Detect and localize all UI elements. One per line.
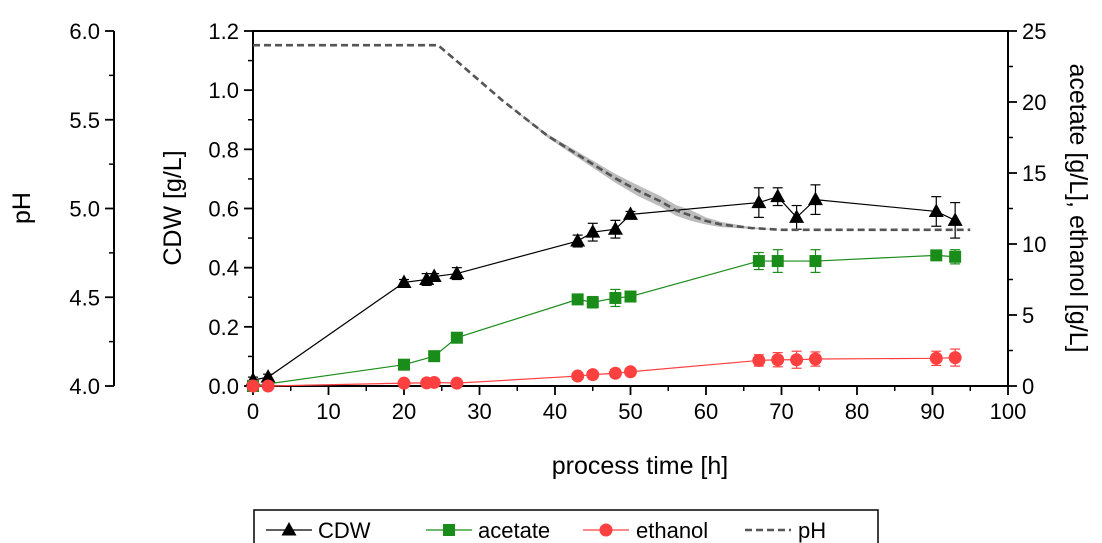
ethanol-data-point [929,351,943,365]
y3-axis-title: pH [8,192,36,224]
y-tick-label: 1.0 [208,78,239,103]
acetate-data-point [571,293,584,306]
x-tick-label: 80 [845,399,869,424]
ethanol-data-point [586,368,600,382]
legend-label-acetate: acetate [478,518,550,543]
cdw-data-point [751,194,767,209]
acetate-data-point [949,250,962,263]
cdw-data-point [770,188,786,203]
cdw-data-point [426,268,442,283]
series-layer [245,43,971,393]
acetate-data-point [609,291,622,304]
legend-label-cdw: CDW [318,518,371,543]
ethanol-data-point [948,351,962,365]
legend-marker-ethanol [599,523,613,537]
y2-tick-label: 25 [1022,19,1046,44]
legend-item-cdw: CDW [266,518,371,543]
ethanol-data-point [771,353,785,367]
tick-labels-layer: 0 10 20 30 40 50 60 70 80 90 1000.00.20.40.60.81.0… [69,19,1046,424]
cdw-data-point [396,274,412,288]
ethanol-data-point [624,365,637,379]
acetate-data-point [809,255,822,268]
axes-layer [105,30,1017,395]
ph-series-line [253,43,971,232]
ph-uncertainty-band [253,45,971,230]
cdw-data-point [928,203,944,217]
cdw-data-point [789,209,805,223]
cdw-data-point [570,233,586,247]
legend-marker-acetate [443,524,455,536]
x-tick-label: 50 [618,399,642,424]
y3-tick-label: 6.0 [69,19,100,44]
x-tick-label: 20 [392,399,416,424]
ethanol-data-point [790,353,804,367]
y-tick-label: 0.2 [208,315,239,340]
acetate-data-point [586,296,599,309]
y2-axis-title: acetate [g/L], ethanol [g/L] [1064,63,1092,352]
ethanol-data-point [808,352,822,366]
ethanol-data-point [261,379,275,393]
legend-item-ph: pH [745,518,826,543]
y-tick-label: 0.4 [208,256,239,281]
y2-tick-label: 10 [1022,232,1046,257]
x-tick-label: 90 [920,399,944,424]
ethanol-series-line [253,357,956,387]
acetate-data-point [450,331,463,344]
legend-marker-cdw [281,522,297,536]
ethanol-data-point [397,376,411,390]
y3-tick-label: 4.5 [69,285,100,310]
y2-tick-label: 5 [1022,303,1034,328]
y3-tick-label: 4.0 [69,374,100,399]
y-tick-label: 0.0 [208,374,239,399]
legend-label-ph: pH [798,518,826,543]
x-tick-label: 30 [467,399,491,424]
acetate-data-point [771,255,784,268]
ethanol-data-point [608,366,622,380]
cdw-data-point [607,221,623,235]
y3-tick-label: 5.0 [69,197,100,222]
legend-items: CDW acetate ethanol pH [266,518,826,543]
acetate-data-point [398,358,410,371]
legend-item-ethanol: ethanol [583,518,708,543]
x-tick-label: 60 [694,399,718,424]
ethanol-data-point [450,376,464,390]
x-tick-label: 40 [543,399,567,424]
y-tick-label: 0.6 [208,197,239,222]
acetate-data-point [930,249,943,262]
y2-tick-label: 0 [1022,374,1034,399]
cdw-data-point [807,191,823,206]
acetate-data-point [752,255,765,268]
y-axis-title: CDW [g/L] [159,150,187,265]
y2-tick-label: 15 [1022,161,1046,186]
acetate-data-point [624,290,637,303]
cdw-data-point [449,265,465,280]
x-axis-title: process time [h] [552,452,728,480]
legend: CDW acetate ethanol pH [253,509,879,543]
ethanol-data-point [246,379,260,393]
legend-label-ethanol: ethanol [636,518,708,543]
y-tick-label: 0.8 [208,137,239,162]
y-tick-label: 1.2 [208,19,239,44]
ethanol-data-point [571,369,585,383]
legend-item-acetate: acetate [426,518,550,543]
cdw-data-point [260,369,276,383]
cdw-data-point [947,212,963,226]
cdw-data-point [623,206,638,220]
x-tick-label: 100 [990,399,1027,424]
legend-box [253,509,879,543]
y2-tick-label: 20 [1022,90,1046,115]
acetate-series-line [252,254,956,387]
cdw-data-point [585,224,601,238]
x-tick-label: 0 [247,399,259,424]
x-tick-label: 10 [316,399,340,424]
ethanol-data-point [427,375,441,389]
x-tick-label: 70 [769,399,793,424]
ethanol-data-point [752,353,766,367]
y3-tick-label: 5.5 [69,108,100,133]
acetate-data-point [428,350,441,363]
ph-uncertainty-band-layer [253,45,971,230]
cdw-series-line [252,195,956,381]
